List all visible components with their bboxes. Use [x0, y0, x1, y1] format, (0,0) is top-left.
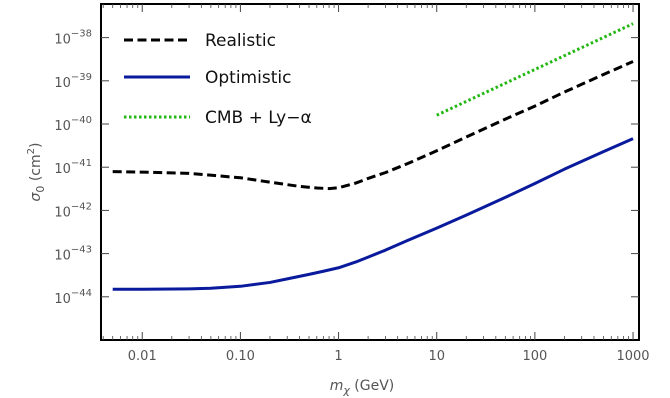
series-layer — [112, 22, 634, 291]
legend-label: Optimistic — [205, 68, 291, 88]
series-line-dashed-0 — [112, 60, 634, 191]
x-tick-label: 1000 — [616, 349, 649, 364]
series-line-dotted-2 — [436, 22, 634, 117]
x-tick-label: 100 — [522, 349, 547, 364]
y-tick-label: 10−38 — [54, 29, 92, 48]
legend-label: CMB + Ly−α — [205, 108, 312, 128]
y-tick-label: 10−39 — [54, 72, 92, 91]
y-axis-ticks: 10−44 10−43 10−42 10−41 10−40 10−39 10−38 — [54, 29, 639, 307]
x-tick-label: 1 — [334, 349, 342, 364]
y-tick-label: 10−41 — [54, 158, 92, 177]
legend: Realistic Optimistic CMB + Ly−α — [124, 31, 312, 128]
plot-frame — [100, 3, 640, 341]
y-tick-label: 10−40 — [54, 115, 92, 134]
series-line-solid-1 — [112, 137, 634, 291]
y-tick-label: 10−43 — [54, 245, 92, 264]
x-tick-label: 10 — [428, 349, 445, 364]
x-axis-ticks: 0.01 0.10 1 10 100 1000 — [102, 4, 650, 364]
x-tick-label: 0.01 — [128, 349, 157, 364]
y-tick-label: 10−44 — [54, 288, 92, 307]
x-tick-label: 0.10 — [226, 349, 255, 364]
y-axis-title: σ0 (cm2) — [26, 143, 47, 202]
legend-label: Realistic — [205, 31, 276, 51]
x-axis-title: mχ (GeV) — [330, 378, 395, 397]
y-tick-label: 10−42 — [54, 201, 92, 220]
